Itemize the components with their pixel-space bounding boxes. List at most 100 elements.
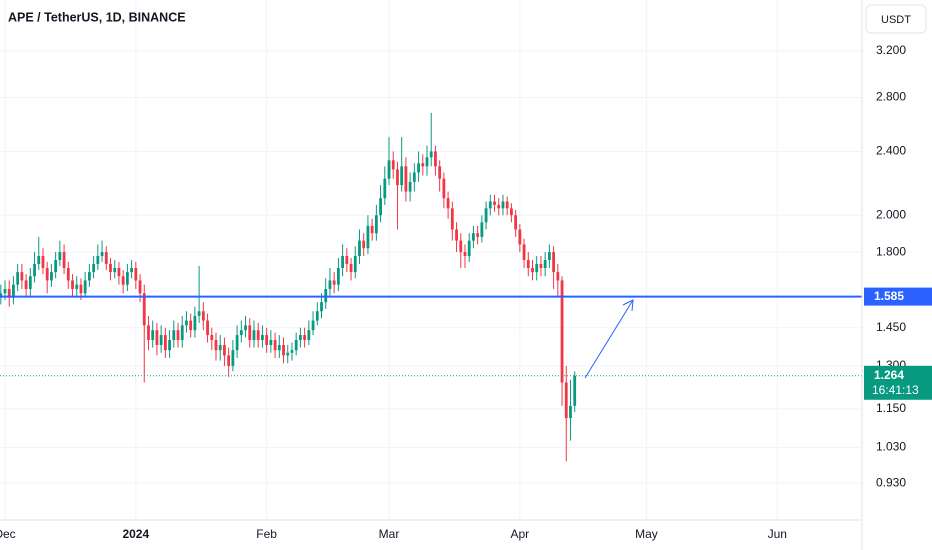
candle-body (20, 272, 24, 281)
candle-body (446, 198, 450, 209)
candle-body (505, 201, 509, 209)
candle-body (117, 268, 121, 277)
candle-body (459, 240, 463, 253)
candle-body (526, 259, 530, 269)
candle-body (442, 178, 446, 199)
candle-body (358, 240, 361, 257)
candle-body (88, 272, 91, 281)
countdown-label: 16:41:13 (872, 383, 919, 397)
candle-body (155, 330, 159, 346)
candle-body (404, 166, 408, 192)
candle-body (400, 166, 404, 186)
candle-body (223, 345, 226, 356)
y-tick-label: 2.000 (876, 207, 906, 221)
candle-body (336, 268, 340, 285)
candle-body (12, 284, 15, 298)
candle-body (552, 252, 555, 273)
candle-body (341, 256, 344, 269)
chart-title: APE / TetherUS, 1D, BINANCE (8, 10, 186, 24)
price-axis (862, 0, 932, 550)
candle-body (71, 280, 74, 289)
candle-body (518, 229, 522, 245)
candle-body (501, 201, 505, 209)
candle-body (50, 272, 53, 281)
candle-body (41, 256, 45, 269)
candle-body (429, 151, 433, 158)
candle-body (564, 382, 568, 419)
candle-body (134, 268, 138, 281)
x-tick-label: Dec (0, 527, 16, 541)
candle-body (130, 268, 133, 273)
candle-body (455, 229, 458, 241)
candle-body (522, 244, 526, 260)
candle-body (370, 225, 374, 234)
y-tick-label: 0.930 (876, 475, 906, 489)
candle-body (180, 325, 184, 341)
candle-body (374, 215, 378, 234)
candle-body (434, 151, 437, 167)
candle-body (286, 352, 290, 356)
candle-body (573, 375, 577, 406)
y-tick-label: 1.450 (876, 320, 906, 334)
candle-body (248, 325, 252, 341)
candle-body (569, 405, 572, 419)
candle-body (58, 252, 62, 260)
candle-body (172, 330, 176, 341)
candle-body (83, 280, 87, 294)
x-tick-label: Mar (379, 527, 400, 541)
candle-body (383, 178, 387, 199)
candle-body (45, 268, 49, 281)
candle-body (277, 345, 281, 351)
candle-body (206, 320, 209, 336)
candle-body (24, 280, 28, 289)
candle-body (332, 280, 336, 285)
currency-button[interactable] (865, 4, 927, 34)
candle-body (218, 345, 222, 351)
grid (0, 0, 862, 520)
candle-body (362, 240, 366, 249)
level-price-label: 1.585 (874, 289, 904, 303)
candle-body (193, 315, 197, 331)
candle-body (100, 252, 104, 257)
candle-body (543, 259, 547, 269)
candle-body (539, 263, 543, 269)
y-tick-label: 3.200 (876, 43, 906, 57)
candle-body (387, 160, 391, 179)
candle-body (425, 157, 429, 167)
candle-body (197, 311, 201, 316)
y-tick-label: 1.150 (876, 401, 906, 415)
level-price-tag (864, 287, 932, 306)
candle-body (408, 181, 412, 192)
candle-body (121, 276, 125, 285)
arrow-shaft (584, 299, 634, 379)
candle-body (176, 330, 180, 341)
candle-body (412, 172, 416, 182)
candle-body (379, 198, 382, 216)
candle-body (113, 268, 117, 273)
candle-body (62, 252, 66, 269)
candle-body (159, 335, 163, 346)
candle-body (349, 263, 353, 273)
candle-body (210, 335, 214, 341)
candle-body (75, 284, 79, 289)
y-tick-label: 2.400 (876, 144, 906, 158)
candle-body (96, 256, 100, 264)
candle-body (299, 335, 302, 341)
candle-body (256, 330, 260, 341)
candle-body (54, 259, 58, 273)
candle-body (227, 355, 231, 366)
candle-body (231, 350, 235, 366)
candle-body (142, 293, 146, 326)
candle-body (235, 335, 239, 351)
candle-body (214, 340, 218, 351)
plot-area (0, 112, 862, 462)
candle-body (531, 268, 534, 273)
currency-label[interactable]: USDT (881, 14, 911, 26)
candle-body (510, 208, 513, 216)
candle-body (535, 263, 539, 273)
candle-body (16, 272, 20, 285)
candle-body (514, 215, 518, 230)
candle-body (282, 345, 285, 356)
candle-body (493, 201, 496, 205)
